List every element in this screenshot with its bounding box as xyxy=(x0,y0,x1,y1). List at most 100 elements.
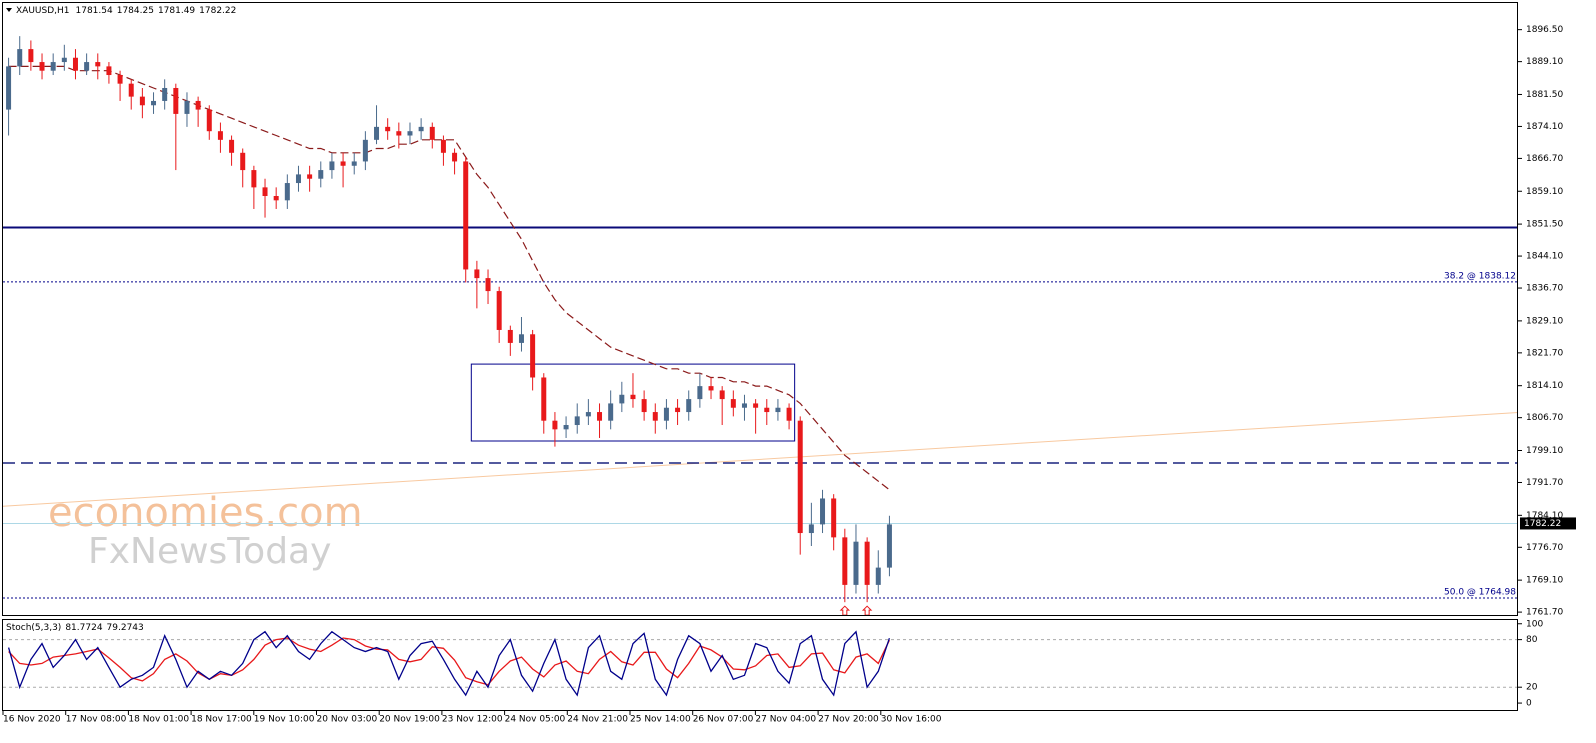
y-tick-label: 1784.10 xyxy=(1526,511,1563,521)
candle-body xyxy=(362,139,368,162)
x-tick-label: 23 Nov 12:00 xyxy=(442,715,503,725)
x-tick-label: 30 Nov 16:00 xyxy=(881,715,942,725)
symbol-menu-icon[interactable] xyxy=(6,8,12,12)
x-tick-label: 24 Nov 05:00 xyxy=(505,715,566,725)
candle-body xyxy=(273,196,279,201)
x-tick-label: 16 Nov 2020 xyxy=(3,715,61,725)
y-tick-label: 1814.10 xyxy=(1526,381,1563,391)
candle-body xyxy=(6,66,12,110)
candle-body xyxy=(284,183,290,201)
candle-body xyxy=(697,386,703,400)
y-tick-label: 1851.50 xyxy=(1526,220,1563,230)
candle-body xyxy=(95,62,101,67)
candle-body xyxy=(507,329,513,343)
candle-body xyxy=(251,170,257,188)
trendline xyxy=(2,411,1519,507)
y-tick-label: 1769.10 xyxy=(1526,576,1563,586)
candle-body xyxy=(151,100,157,106)
y-tick-label: 1776.70 xyxy=(1526,543,1563,553)
x-tick-label: 18 Nov 01:00 xyxy=(128,715,189,725)
stoch-header: Stoch(5,3,3) 81.7724 79.2743 xyxy=(6,623,144,633)
candle-body xyxy=(741,403,747,408)
y-tick-label: 1844.10 xyxy=(1526,252,1563,262)
candle-body xyxy=(530,334,536,378)
candle-body xyxy=(619,394,625,404)
y-tick-label: 1806.70 xyxy=(1526,413,1563,423)
stoch-tick-label: 80 xyxy=(1526,635,1538,645)
candle-body xyxy=(797,420,803,534)
candle-body xyxy=(452,152,458,162)
candle-body xyxy=(842,537,848,585)
range-box xyxy=(470,363,796,442)
candle-body xyxy=(808,524,814,534)
price-panel-border xyxy=(2,2,1518,616)
candle-body xyxy=(385,126,391,132)
y-tick-label: 1821.70 xyxy=(1526,348,1563,358)
watermark-text: FxNewsToday xyxy=(88,531,331,572)
y-tick-label: 1896.50 xyxy=(1526,25,1563,35)
candle-body xyxy=(162,87,168,101)
x-tick-label: 18 Nov 17:00 xyxy=(191,715,252,725)
candle-body xyxy=(418,126,424,132)
candle-body xyxy=(496,291,502,330)
stoch-panel-border xyxy=(2,619,1518,711)
high-value: 1784.25 xyxy=(117,6,154,16)
moving-average xyxy=(8,65,890,491)
x-tick-label: 20 Nov 03:00 xyxy=(317,715,378,725)
x-tick-label: 27 Nov 04:00 xyxy=(755,715,816,725)
candle-body xyxy=(318,170,324,179)
candle-body xyxy=(652,412,658,421)
candle-body xyxy=(730,399,736,408)
candle-body xyxy=(184,100,190,114)
stoch-tick-label: 100 xyxy=(1526,619,1543,629)
current-price-label: 1782.22 xyxy=(1524,519,1561,529)
open-value: 1781.54 xyxy=(76,6,113,16)
x-tick-label: 25 Nov 14:00 xyxy=(630,715,691,725)
candle-body xyxy=(106,66,112,76)
candle-body xyxy=(775,407,781,413)
candle-body xyxy=(396,131,402,136)
candle-body xyxy=(50,62,56,71)
x-tick-label: 26 Nov 07:00 xyxy=(693,715,754,725)
candle-body xyxy=(206,109,212,132)
candle-body xyxy=(474,269,480,279)
low-value: 1781.49 xyxy=(158,6,195,16)
y-tick-label: 1791.70 xyxy=(1526,478,1563,488)
y-tick-label: 1859.10 xyxy=(1526,187,1563,197)
price-panel: 1896.50 1889.10 1881.50 1874.10 1866.70 1859.… xyxy=(2,25,1576,725)
candle-body xyxy=(295,174,301,184)
candle-body xyxy=(585,412,591,417)
candle-body xyxy=(307,174,313,179)
price-header: XAUUSD,H1 1781.54 1784.25 1781.49 1782.22 xyxy=(16,6,236,16)
candle-body xyxy=(563,425,569,430)
candle-body xyxy=(886,524,892,568)
fib-label: 50.0 @ 1764.98 xyxy=(1444,587,1516,597)
y-tick-label: 1829.10 xyxy=(1526,316,1563,326)
stochastic-panel: 0 20 80 100 xyxy=(3,619,1543,709)
x-tick-label: 27 Nov 20:00 xyxy=(818,715,879,725)
candle-body xyxy=(374,126,380,140)
candle-body xyxy=(719,390,725,400)
candle-body xyxy=(72,57,78,71)
symbol: XAUUSD,H1 xyxy=(16,6,70,16)
candle-body xyxy=(229,139,235,153)
candle-body xyxy=(630,394,636,400)
candle-body xyxy=(240,152,246,171)
y-tick-label: 1874.10 xyxy=(1526,122,1563,132)
x-tick-label: 20 Nov 19:00 xyxy=(379,715,440,725)
stoch-title: Stoch(5,3,3) xyxy=(6,623,61,633)
candle-body xyxy=(552,420,558,430)
current-price-tag xyxy=(1520,517,1576,530)
candle-body xyxy=(608,403,614,421)
candle-body xyxy=(875,567,881,585)
candle-body xyxy=(61,57,67,63)
stoch-tick-label: 0 xyxy=(1526,699,1532,709)
candle-body xyxy=(864,541,870,585)
candle-body xyxy=(262,187,268,197)
candle-body xyxy=(574,416,580,426)
y-tick-label: 1799.10 xyxy=(1526,446,1563,456)
close-value: 1782.22 xyxy=(199,6,236,16)
